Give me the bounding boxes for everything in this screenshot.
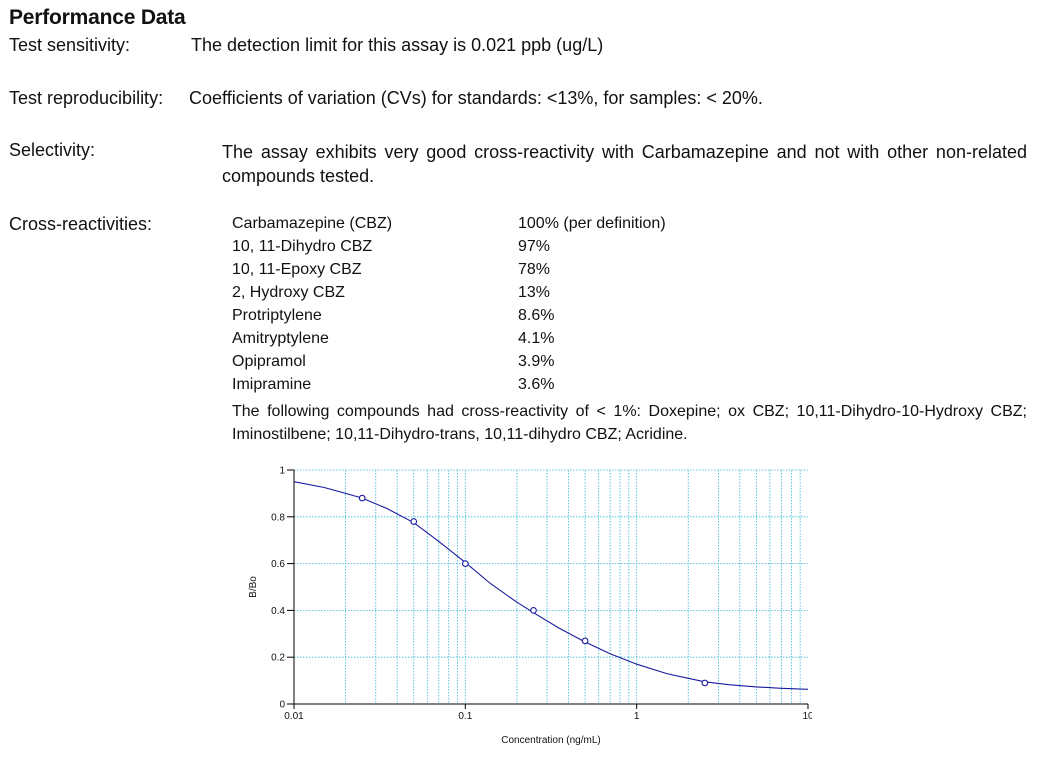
data-point	[701, 679, 709, 687]
compound-name: 10, 11-Dihydro CBZ	[232, 238, 373, 255]
cross-reactivity-value: 3.9%	[518, 353, 555, 370]
data-point	[410, 518, 418, 525]
x-axis-title: Concentration (ng/mL)	[501, 735, 601, 746]
y-tick-label: 1	[279, 466, 285, 477]
cross-reactivity-value: 4.1%	[518, 330, 555, 347]
compound-name: 10, 11-Epoxy CBZ	[232, 261, 362, 278]
cross-reactivity-value: 97%	[518, 238, 551, 255]
chart-labels: 0 0.2 0.4 0.6 0.8 1 0.01 0.1 1 10 Concentration (n…	[248, 466, 814, 747]
fit-curve-line	[293, 481, 809, 690]
low-cross-reactivity-note: The following compounds had cross-reacti…	[232, 403, 1027, 443]
x-tick-label: 0.01	[284, 711, 304, 722]
x-tick-label: 10	[802, 711, 812, 722]
reproducibility-text: Coefficients of variation (CVs) for stan…	[189, 88, 763, 108]
data-points-group	[358, 494, 709, 687]
fit-curve-group	[293, 481, 809, 690]
y-tick-label: 0.6	[271, 559, 285, 570]
data-point	[530, 607, 537, 614]
compound-name: Protriptylene	[232, 307, 322, 324]
data-point	[461, 560, 469, 567]
reproducibility-label: Test reproducibility:	[9, 88, 164, 108]
cross-reactivity-value: 100% (per definition)	[518, 215, 666, 232]
y-tick-label: 0.8	[271, 512, 285, 523]
cross-reactivity-value: 3.6%	[518, 376, 555, 393]
chart-grid	[294, 469, 808, 704]
cross-reactivity-value: 8.6%	[518, 307, 555, 324]
x-tick-label: 1	[634, 711, 640, 722]
standard-curve-chart: 0 0.2 0.4 0.6 0.8 1 0.01 0.1 1 10 Concentration (n…	[232, 454, 814, 754]
y-tick-label: 0	[279, 700, 285, 711]
cross-reactivities-label: Cross-reactivities:	[9, 214, 153, 234]
selectivity-label: Selectivity:	[9, 140, 96, 160]
cross-reactivity-value: 78%	[518, 261, 551, 278]
standard-curve-svg: 0 0.2 0.4 0.6 0.8 1 0.01 0.1 1 10 Concentration (n…	[248, 466, 814, 747]
chart-axes	[287, 469, 809, 709]
cross-reactivity-value: 13%	[518, 284, 551, 301]
compound-name: Opipramol	[232, 353, 306, 370]
compound-name: Imipramine	[232, 376, 312, 393]
y-tick-label: 0.2	[271, 653, 285, 664]
sensitivity-text: The detection limit for this assay is 0.…	[191, 35, 604, 55]
x-tick-label: 0.1	[458, 711, 472, 722]
data-point	[358, 494, 366, 502]
compound-name: 2, Hydroxy CBZ	[232, 284, 345, 301]
compound-name: Carbamazepine (CBZ)	[232, 215, 393, 232]
y-tick-label: 0.4	[271, 606, 285, 617]
sensitivity-label: Test sensitivity:	[9, 35, 131, 55]
y-axis-title: B/Bo	[248, 576, 259, 598]
page-title: Performance Data	[9, 6, 186, 29]
compound-name: Amitryptylene	[232, 330, 329, 347]
selectivity-text: The assay exhibits very good cross-react…	[222, 142, 1027, 186]
data-point	[581, 637, 589, 645]
